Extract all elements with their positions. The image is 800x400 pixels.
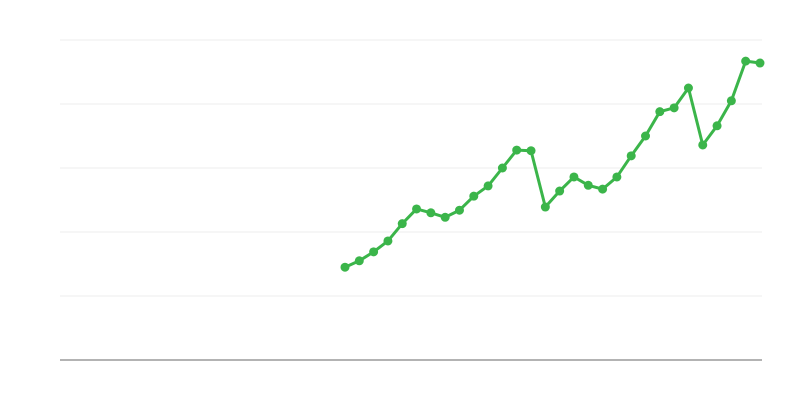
data-point-marker (426, 208, 436, 218)
data-point-marker (698, 140, 708, 150)
data-point-marker (483, 181, 493, 191)
series-line (343, 59, 762, 269)
data-point-marker (469, 191, 479, 201)
data-point-marker (712, 121, 722, 131)
data-point-marker (354, 256, 364, 266)
data-point-marker (755, 58, 765, 68)
data-point-marker (583, 180, 593, 190)
data-point-marker (440, 212, 450, 222)
data-point-marker (497, 163, 507, 173)
data-point-marker (726, 96, 736, 106)
data-point-marker (454, 205, 464, 215)
data-point-marker (340, 262, 350, 272)
data-point-marker (369, 247, 379, 257)
data-point-marker (526, 146, 536, 156)
data-point-marker (512, 145, 522, 155)
data-point-marker (569, 172, 579, 182)
data-point-marker (626, 151, 636, 161)
data-point-marker (540, 202, 550, 212)
data-point-marker (412, 204, 422, 214)
data-point-marker (655, 107, 665, 117)
data-point-marker (598, 184, 608, 194)
data-point-marker (741, 56, 751, 66)
data-point-marker (397, 219, 407, 229)
data-point-marker (683, 83, 693, 93)
data-point-marker (383, 236, 393, 246)
data-point-marker (641, 131, 651, 141)
data-point-marker (669, 103, 679, 113)
data-point-marker (612, 172, 622, 182)
data-point-marker (555, 186, 565, 196)
